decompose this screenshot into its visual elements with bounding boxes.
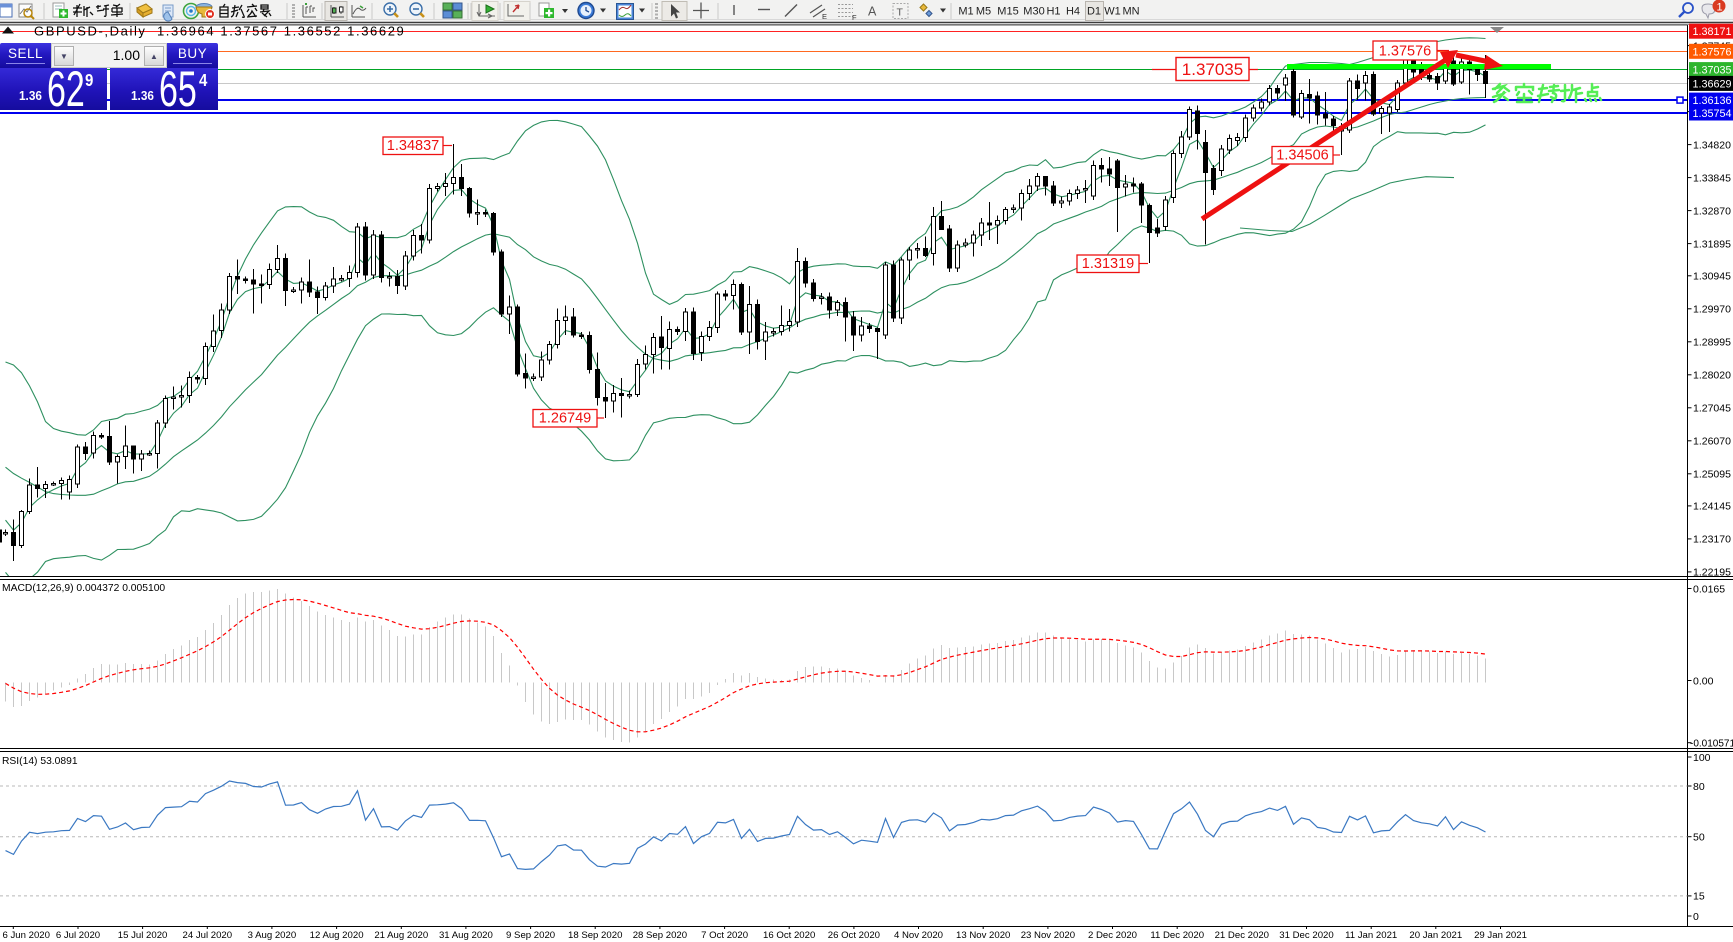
- svg-text:6 Jul 2020: 6 Jul 2020: [56, 930, 100, 941]
- svg-text:D1: D1: [1087, 6, 1101, 18]
- svg-text:31 Dec 2020: 31 Dec 2020: [1279, 930, 1333, 941]
- svg-text:1.36629: 1.36629: [1693, 78, 1732, 90]
- svg-text:0: 0: [1693, 911, 1699, 923]
- svg-text:15: 15: [1693, 891, 1705, 903]
- svg-text:0.00: 0.00: [1693, 675, 1714, 687]
- svg-text:F: F: [852, 13, 857, 22]
- svg-text:M1: M1: [958, 6, 973, 18]
- svg-text:1.34820: 1.34820: [1693, 139, 1731, 151]
- svg-text:29 Jan 2021: 29 Jan 2021: [1474, 930, 1527, 941]
- svg-text:1.27045: 1.27045: [1693, 403, 1731, 415]
- svg-text:1.34837: 1.34837: [387, 138, 439, 154]
- svg-text:11 Dec 2020: 11 Dec 2020: [1150, 930, 1204, 941]
- svg-text:MACD(12,26,9) 0.004372 0.00510: MACD(12,26,9) 0.004372 0.005100: [2, 583, 165, 594]
- svg-text:13 Nov 2020: 13 Nov 2020: [956, 930, 1010, 941]
- svg-text:H1: H1: [1046, 6, 1060, 18]
- svg-text:1.28020: 1.28020: [1693, 370, 1731, 382]
- svg-text:50: 50: [1693, 832, 1705, 844]
- svg-text:4 Nov 2020: 4 Nov 2020: [894, 930, 943, 941]
- svg-text:1.34506: 1.34506: [1276, 148, 1328, 164]
- svg-text:1.32870: 1.32870: [1693, 205, 1731, 217]
- svg-text:1.26070: 1.26070: [1693, 436, 1731, 448]
- svg-text:1.25095: 1.25095: [1693, 469, 1731, 481]
- svg-text:1.30945: 1.30945: [1693, 271, 1731, 283]
- svg-text:1.28995: 1.28995: [1693, 337, 1731, 349]
- svg-text:31 Aug 2020: 31 Aug 2020: [439, 930, 493, 941]
- svg-text:21 Aug 2020: 21 Aug 2020: [374, 930, 428, 941]
- svg-text:80: 80: [1693, 781, 1705, 793]
- svg-text:1.37035: 1.37035: [1693, 65, 1732, 77]
- svg-text:1.26749: 1.26749: [539, 411, 591, 427]
- svg-text:1.37035: 1.37035: [1182, 60, 1243, 79]
- svg-text:26 Oct 2020: 26 Oct 2020: [828, 930, 880, 941]
- svg-text:A: A: [868, 5, 877, 19]
- svg-text:1.22195: 1.22195: [1693, 567, 1731, 579]
- svg-text:1.23170: 1.23170: [1693, 534, 1731, 546]
- svg-text:1.38171: 1.38171: [1693, 26, 1732, 38]
- svg-text:6 Jun 2020: 6 Jun 2020: [3, 930, 50, 941]
- svg-text:-0.010571: -0.010571: [1690, 739, 1733, 750]
- svg-text:21 Dec 2020: 21 Dec 2020: [1215, 930, 1269, 941]
- svg-text:28 Sep 2020: 28 Sep 2020: [633, 930, 687, 941]
- svg-text:1.36136: 1.36136: [1693, 95, 1732, 107]
- svg-text:18 Sep 2020: 18 Sep 2020: [568, 930, 622, 941]
- svg-text:GBPUSD-,Daily 1.36964 1.37567: GBPUSD-,Daily 1.36964 1.37567 1.36552 1.…: [34, 24, 405, 39]
- svg-text:100: 100: [1693, 752, 1711, 764]
- svg-text:1.33845: 1.33845: [1693, 172, 1731, 184]
- svg-text:M30: M30: [1023, 6, 1044, 18]
- svg-text:M5: M5: [976, 6, 991, 18]
- svg-text:0.0165: 0.0165: [1693, 583, 1725, 595]
- svg-text:1.24145: 1.24145: [1693, 501, 1731, 513]
- svg-text:1.35754: 1.35754: [1693, 108, 1732, 120]
- svg-text:15 Jul 2020: 15 Jul 2020: [118, 930, 168, 941]
- svg-text:1.31895: 1.31895: [1693, 238, 1731, 250]
- svg-text:20 Jan 2021: 20 Jan 2021: [1409, 930, 1462, 941]
- svg-text:11 Jan 2021: 11 Jan 2021: [1345, 930, 1397, 941]
- svg-text:E: E: [822, 12, 827, 21]
- svg-text:7 Oct 2020: 7 Oct 2020: [701, 930, 748, 941]
- svg-text:W1: W1: [1104, 6, 1121, 18]
- svg-text:9 Sep 2020: 9 Sep 2020: [506, 930, 555, 941]
- svg-text:23 Nov 2020: 23 Nov 2020: [1021, 930, 1075, 941]
- svg-text:MN: MN: [1122, 6, 1139, 18]
- svg-text:T: T: [897, 7, 904, 19]
- svg-text:1.37576: 1.37576: [1379, 44, 1431, 60]
- svg-text:1: 1: [1717, 2, 1723, 14]
- svg-text:2 Dec 2020: 2 Dec 2020: [1088, 930, 1137, 941]
- svg-text:1.31319: 1.31319: [1082, 256, 1134, 272]
- svg-text:24 Jul 2020: 24 Jul 2020: [182, 930, 232, 941]
- svg-text:RSI(14) 53.0891: RSI(14) 53.0891: [2, 756, 78, 767]
- svg-text:1.29970: 1.29970: [1693, 304, 1731, 316]
- svg-text:12 Aug 2020: 12 Aug 2020: [310, 930, 364, 941]
- svg-text:3 Aug 2020: 3 Aug 2020: [248, 930, 297, 941]
- svg-text:16 Oct 2020: 16 Oct 2020: [763, 930, 815, 941]
- svg-text:1.37576: 1.37576: [1693, 46, 1732, 58]
- svg-text:M15: M15: [997, 6, 1018, 18]
- svg-text:H4: H4: [1066, 6, 1080, 18]
